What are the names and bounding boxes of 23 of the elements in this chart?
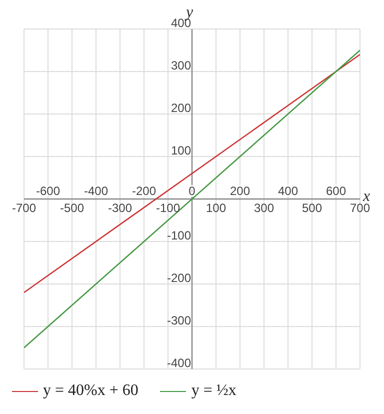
x-tick-label: 100 <box>206 201 226 215</box>
y-tick-label: 100 <box>170 144 192 158</box>
y-tick-label: -400 <box>166 356 192 370</box>
y-tick-label: -100 <box>166 228 192 242</box>
x2-tick-label: 400 <box>278 184 298 198</box>
x-tick-label: -300 <box>108 201 132 215</box>
x2-tick-label: -600 <box>36 184 60 198</box>
legend-label: y = ½x <box>191 382 236 400</box>
x-tick-label: -100 <box>156 201 180 215</box>
x-tick-label: -700 <box>12 201 36 215</box>
y-tick-label: 200 <box>170 101 192 115</box>
x2-tick-label: -200 <box>132 184 156 198</box>
x-tick-label: 300 <box>254 201 274 215</box>
x2-tick-label: -400 <box>84 184 108 198</box>
x-tick-label: -500 <box>60 201 84 215</box>
x2-tick-label: 600 <box>326 184 346 198</box>
y-tick-label: -200 <box>166 271 192 285</box>
y-tick-label: -300 <box>166 314 192 328</box>
x2-tick-label: 200 <box>230 184 250 198</box>
x-tick-label: 500 <box>302 201 322 215</box>
y-tick-label: 300 <box>170 58 192 72</box>
legend-label: y = 40%x + 60 <box>43 382 138 400</box>
y-axis-title: y <box>184 4 194 21</box>
